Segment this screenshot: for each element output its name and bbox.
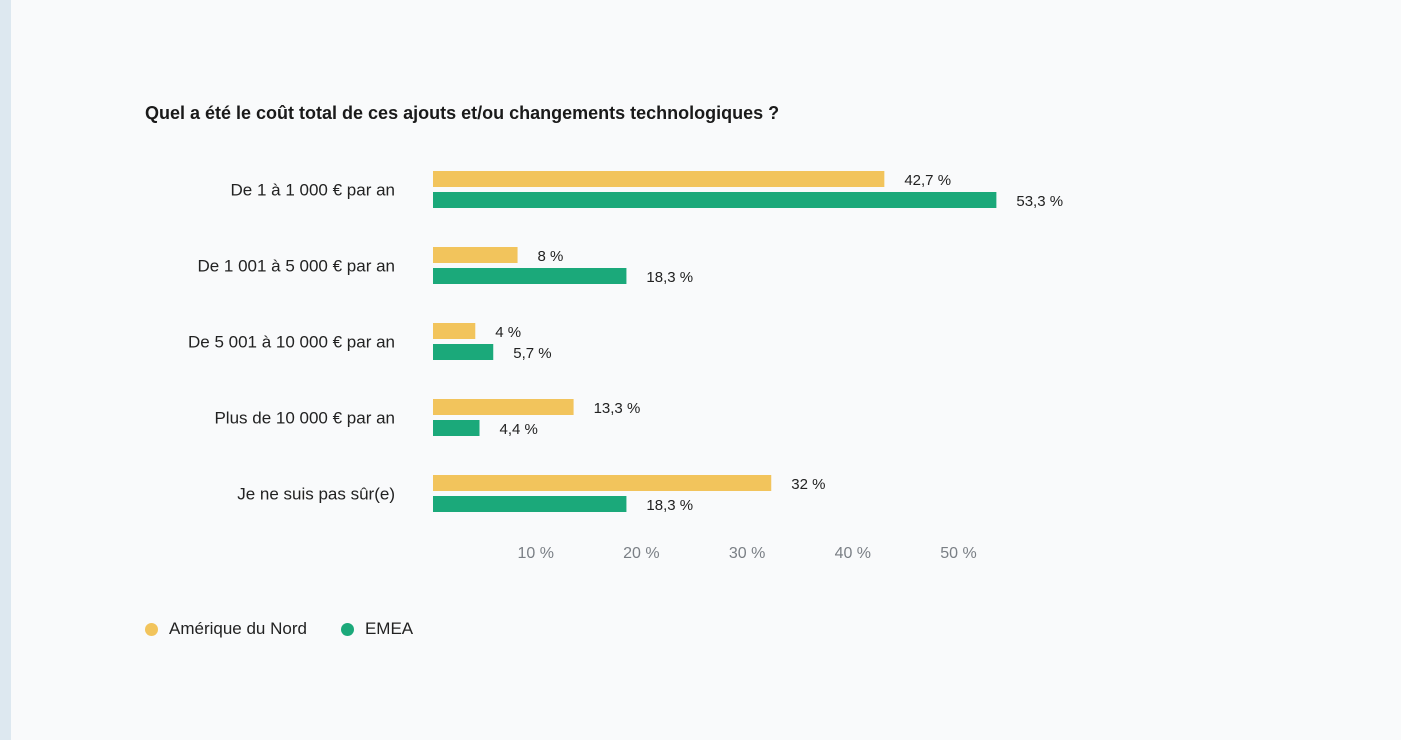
bars: [433, 171, 997, 512]
data-label: 4 %: [495, 324, 521, 341]
category-labels: De 1 à 1 000 € par an De 1 001 à 5 000 € …: [188, 181, 395, 504]
bar-emea: [433, 268, 627, 284]
bar-chart: De 1 à 1 000 € par an De 1 001 à 5 000 € …: [188, 171, 1063, 562]
legend: Amérique du Nord EMEA: [145, 619, 447, 639]
value-labels: 42,7 % 53,3 % 8 % 18,3 % 4 % 5,7 % 13,3 % 4,4 %…: [495, 172, 1063, 514]
bar-emea: [433, 496, 627, 512]
data-label: 18,3 %: [646, 497, 693, 514]
chart-title: Quel a été le coût total de ces ajouts e…: [145, 103, 780, 123]
data-label: 5,7 %: [513, 345, 551, 362]
bar-north-america: [433, 247, 518, 263]
x-tick-label: 10 %: [517, 545, 553, 562]
category-label: De 1 001 à 5 000 € par an: [197, 257, 395, 276]
category-label: De 5 001 à 10 000 € par an: [188, 333, 395, 352]
data-label: 53,3 %: [1016, 193, 1063, 210]
bar-north-america: [433, 171, 885, 187]
bar-emea: [433, 192, 997, 208]
left-edge-strip: [0, 0, 11, 740]
data-label: 13,3 %: [594, 400, 641, 417]
bar-north-america: [433, 399, 574, 415]
x-axis-ticks: 10 % 20 % 30 % 40 % 50 %: [517, 545, 976, 562]
bar-emea: [433, 344, 494, 360]
data-label: 42,7 %: [904, 172, 951, 189]
legend-item-north-america: Amérique du Nord: [145, 619, 307, 639]
x-tick-label: 30 %: [729, 545, 765, 562]
category-label: Je ne suis pas sûr(e): [237, 485, 395, 504]
bar-emea: [433, 420, 480, 436]
category-label: De 1 à 1 000 € par an: [231, 181, 395, 200]
legend-item-emea: EMEA: [340, 619, 414, 639]
x-tick-label: 20 %: [623, 545, 659, 562]
bar-north-america: [433, 475, 772, 491]
legend-label-emea: EMEA: [364, 619, 414, 638]
data-label: 32 %: [791, 476, 825, 493]
data-label: 8 %: [538, 248, 564, 265]
bar-north-america: [433, 323, 476, 339]
legend-swatch-north-america: [145, 622, 158, 636]
data-label: 18,3 %: [646, 269, 693, 286]
x-tick-label: 40 %: [835, 545, 871, 562]
category-label: Plus de 10 000 € par an: [214, 409, 395, 428]
data-label: 4,4 %: [500, 421, 538, 438]
x-tick-label: 50 %: [940, 545, 976, 562]
legend-swatch-emea: [340, 622, 354, 636]
legend-label-north-america: Amérique du Nord: [169, 619, 307, 638]
